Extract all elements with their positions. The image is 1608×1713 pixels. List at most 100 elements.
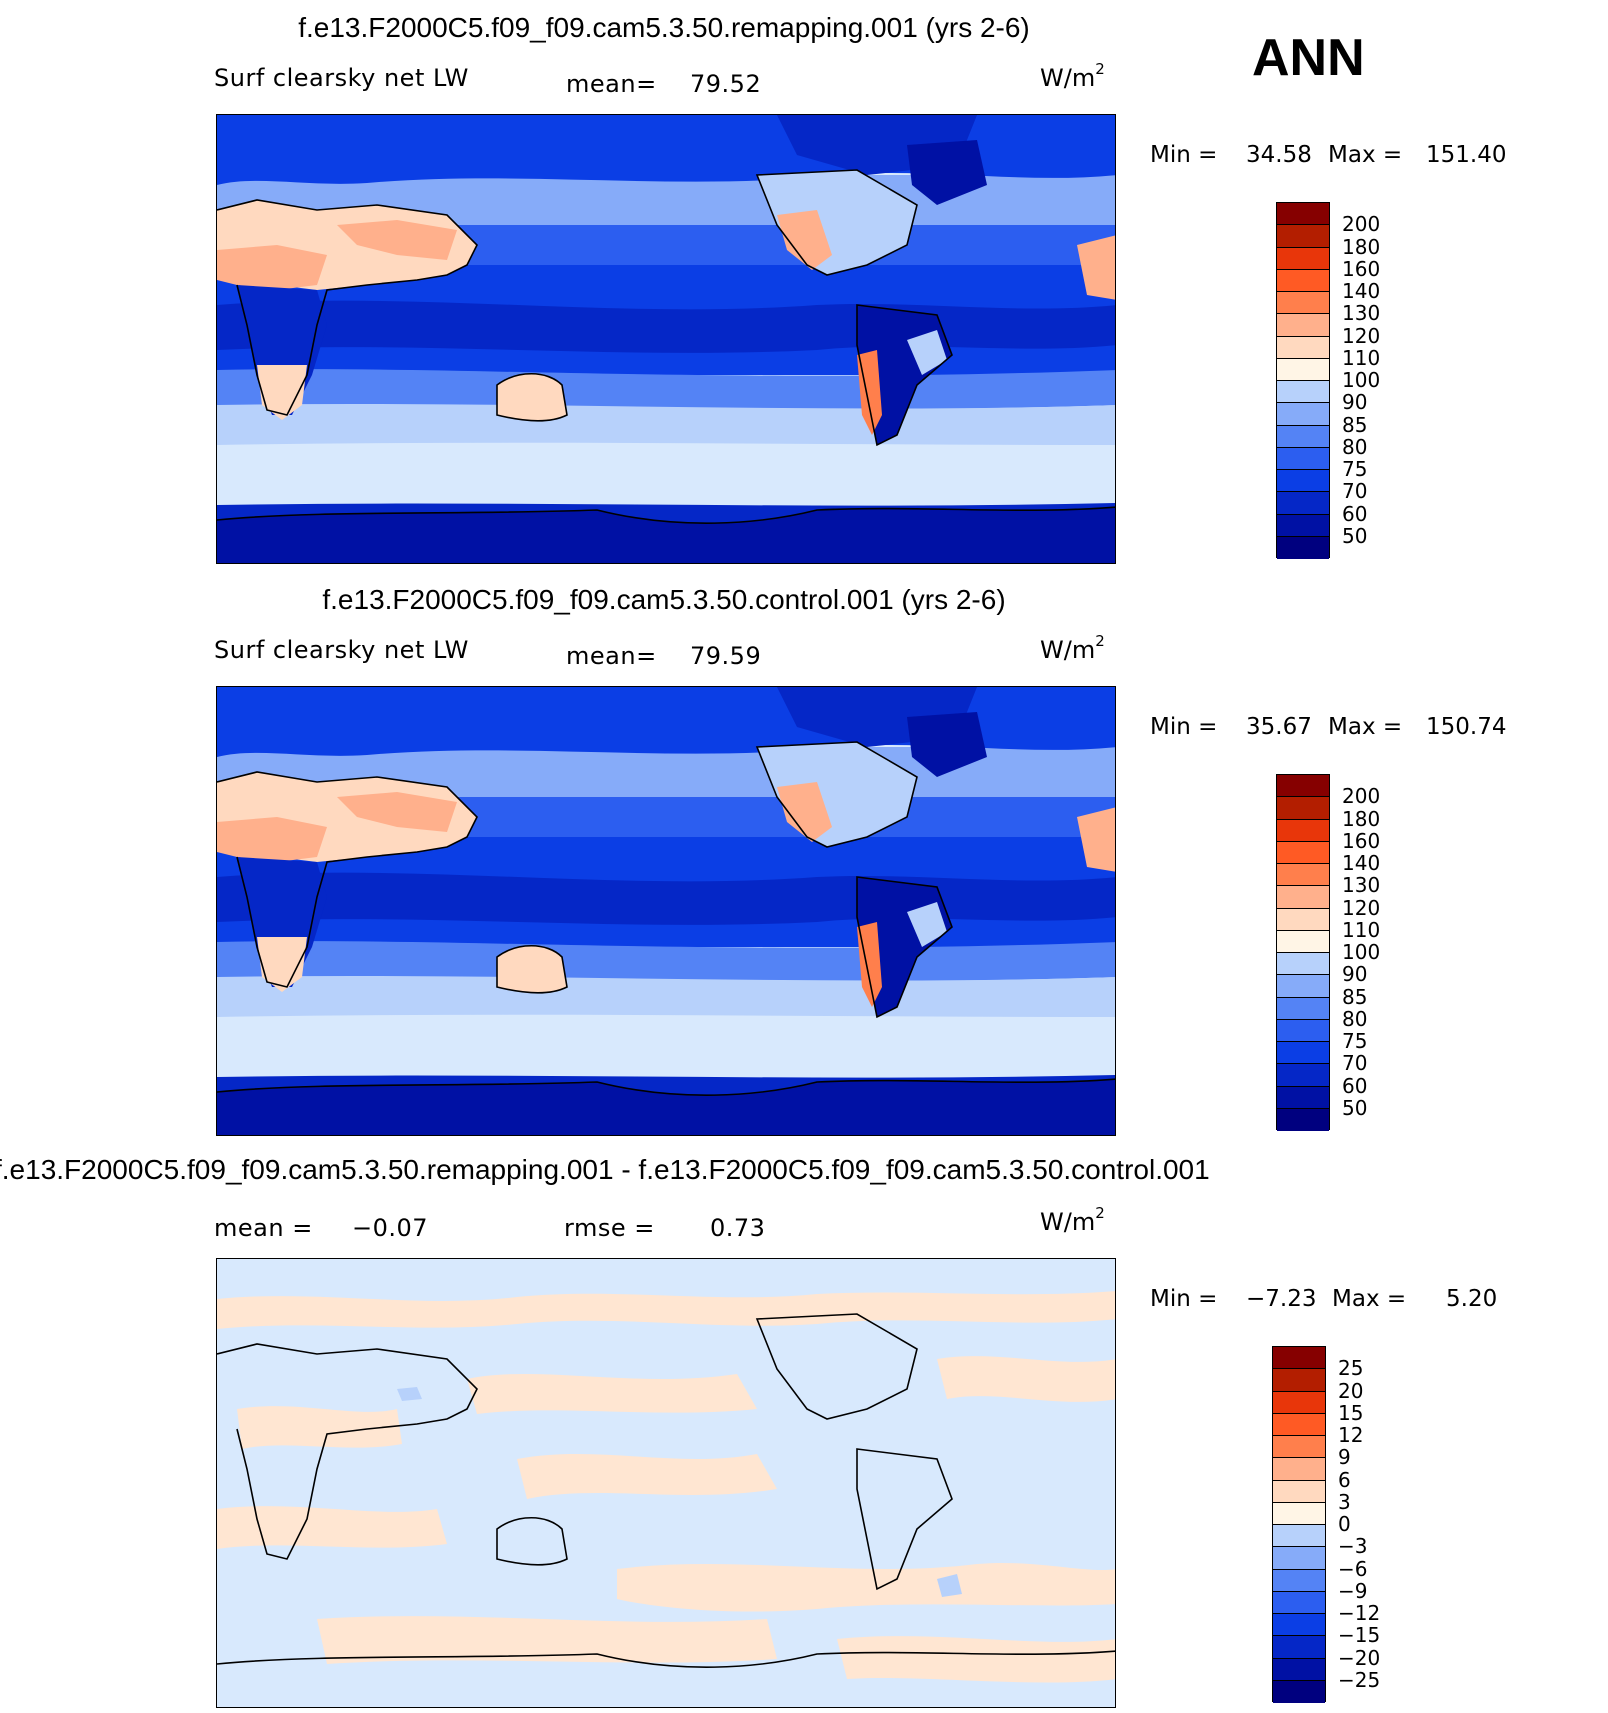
colorbar-tick-label: 60 (1342, 501, 1368, 526)
colorbar-swatch (1273, 1391, 1325, 1414)
colorbar-swatch (1273, 1614, 1325, 1637)
colorbar-tick-label: 120 (1342, 323, 1381, 348)
colorbar-tick-label: 160 (1342, 828, 1381, 853)
colorbar-tick-label: 9 (1338, 1445, 1351, 1470)
colorbar-swatch (1273, 1680, 1325, 1703)
colorbar-tick-label: 180 (1342, 806, 1381, 831)
colorbar-tick-label: −9 (1338, 1578, 1368, 1603)
panel-2-units: W/m2 (1040, 632, 1105, 664)
panel-3-units: W/m2 (1040, 1204, 1105, 1236)
panel-2-max-value: 150.74 (1426, 714, 1507, 740)
colorbar-tick-label: 80 (1342, 434, 1368, 459)
colorbar-tick-label: −20 (1338, 1645, 1381, 1670)
colorbar-swatch (1277, 819, 1329, 842)
colorbar-swatch (1273, 1525, 1325, 1548)
colorbar-swatch (1273, 1569, 1325, 1592)
colorbar-tick-label: 75 (1342, 1029, 1368, 1053)
colorbar-tick-label: 130 (1342, 301, 1381, 326)
colorbar-tick-label: 200 (1342, 212, 1381, 237)
colorbar-swatch (1273, 1547, 1325, 1570)
colorbar-swatch (1273, 1458, 1325, 1481)
colorbar-tick-label: −12 (1338, 1601, 1381, 1625)
colorbar-swatch (1277, 492, 1329, 515)
panel-3-rmse-value: 0.73 (710, 1214, 766, 1242)
panel-2-colorbar (1276, 774, 1330, 1131)
colorbar-swatch (1277, 1019, 1329, 1042)
colorbar-swatch (1277, 1064, 1329, 1087)
colorbar-swatch (1277, 336, 1329, 359)
colorbar-tick-label: 6 (1338, 1467, 1351, 1492)
colorbar-tick-label: −25 (1338, 1667, 1381, 1692)
colorbar-swatch (1277, 403, 1329, 426)
panel-1-variable: Surf clearsky net LW (214, 64, 469, 92)
colorbar-swatch (1277, 930, 1329, 953)
colorbar-swatch (1273, 1636, 1325, 1659)
panel-1-min-value: 34.58 (1246, 142, 1312, 168)
colorbar-swatch (1277, 1108, 1329, 1131)
colorbar-swatch (1273, 1658, 1325, 1681)
panel-3-max-label: Max = (1332, 1286, 1407, 1312)
panel-1-colorbar (1276, 202, 1330, 559)
panel-1-title: f.e13.F2000C5.f09_f09.cam5.3.50.remappin… (298, 12, 1030, 43)
panel-2-max-label: Max = (1328, 714, 1403, 740)
colorbar-swatch (1277, 975, 1329, 998)
colorbar-tick-label: 180 (1342, 234, 1381, 259)
panel-2-min-value: 35.67 (1246, 714, 1312, 740)
panel-1-map-svg (217, 115, 1115, 563)
colorbar-swatch (1277, 514, 1329, 537)
panel-1-units: W/m2 (1040, 60, 1105, 92)
colorbar-swatch (1277, 381, 1329, 404)
colorbar-tick-label: 85 (1342, 412, 1368, 437)
colorbar-swatch (1273, 1347, 1325, 1370)
colorbar-swatch (1273, 1591, 1325, 1614)
colorbar-swatch (1277, 358, 1329, 381)
colorbar-tick-label: 110 (1342, 345, 1381, 370)
panel-1-max-value: 151.40 (1426, 142, 1507, 168)
colorbar-swatch (1277, 886, 1329, 909)
panel-1-mean-label: mean= (566, 70, 657, 98)
colorbar-tick-label: 60 (1342, 1073, 1368, 1098)
panel-1-min-label: Min = (1150, 142, 1218, 168)
colorbar-swatch (1277, 953, 1329, 976)
panel-3-mean-label: mean = (214, 1214, 313, 1242)
colorbar-tick-label: −15 (1338, 1623, 1381, 1648)
colorbar-tick-label: 3 (1338, 1489, 1351, 1514)
colorbar-tick-label: 75 (1342, 457, 1368, 481)
colorbar-swatch (1277, 908, 1329, 931)
panel-1-mean-value: 79.52 (690, 70, 762, 98)
colorbar-swatch (1277, 536, 1329, 559)
colorbar-swatch (1277, 841, 1329, 864)
colorbar-tick-label: 160 (1342, 256, 1381, 281)
colorbar-tick-label: −3 (1338, 1534, 1368, 1559)
colorbar-swatch (1277, 425, 1329, 448)
colorbar-swatch (1277, 775, 1329, 798)
colorbar-tick-label: 90 (1342, 390, 1368, 415)
colorbar-swatch (1277, 314, 1329, 337)
panel-1-map (216, 114, 1116, 564)
colorbar-swatch (1277, 269, 1329, 292)
colorbar-swatch (1277, 997, 1329, 1020)
panel-2-mean-label: mean= (566, 642, 657, 670)
colorbar-tick-label: 120 (1342, 895, 1381, 920)
colorbar-tick-label: 110 (1342, 917, 1381, 942)
colorbar-swatch (1277, 1042, 1329, 1065)
colorbar-tick-label: 130 (1342, 873, 1381, 898)
colorbar-tick-label: 80 (1342, 1006, 1368, 1031)
colorbar-tick-label: 12 (1338, 1423, 1364, 1447)
colorbar-tick-label: 50 (1342, 1095, 1368, 1120)
colorbar-swatch (1277, 247, 1329, 270)
panel-2-min-label: Min = (1150, 714, 1218, 740)
colorbar-swatch (1273, 1502, 1325, 1525)
colorbar-swatch (1277, 225, 1329, 248)
colorbar-tick-label: 100 (1342, 368, 1381, 392)
colorbar-swatch (1277, 1086, 1329, 1109)
colorbar-tick-label: 20 (1338, 1378, 1364, 1403)
colorbar-tick-label: −6 (1338, 1556, 1368, 1581)
panel-1-max-label: Max = (1328, 142, 1403, 168)
colorbar-tick-label: 70 (1342, 479, 1368, 504)
panel-2-title: f.e13.F2000C5.f09_f09.cam5.3.50.control.… (322, 584, 1006, 615)
panel-3-min-label: Min = (1150, 1286, 1218, 1312)
panel-3-title: f.e13.F2000C5.f09_f09.cam5.3.50.remappin… (0, 1154, 1210, 1185)
colorbar-swatch (1273, 1369, 1325, 1392)
colorbar-swatch (1277, 447, 1329, 470)
